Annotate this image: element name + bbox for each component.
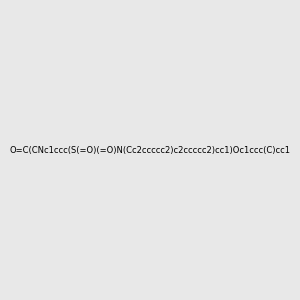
Text: O=C(CNc1ccc(S(=O)(=O)N(Cc2ccccc2)c2ccccc2)cc1)Oc1ccc(C)cc1: O=C(CNc1ccc(S(=O)(=O)N(Cc2ccccc2)c2ccccc… <box>10 146 290 154</box>
